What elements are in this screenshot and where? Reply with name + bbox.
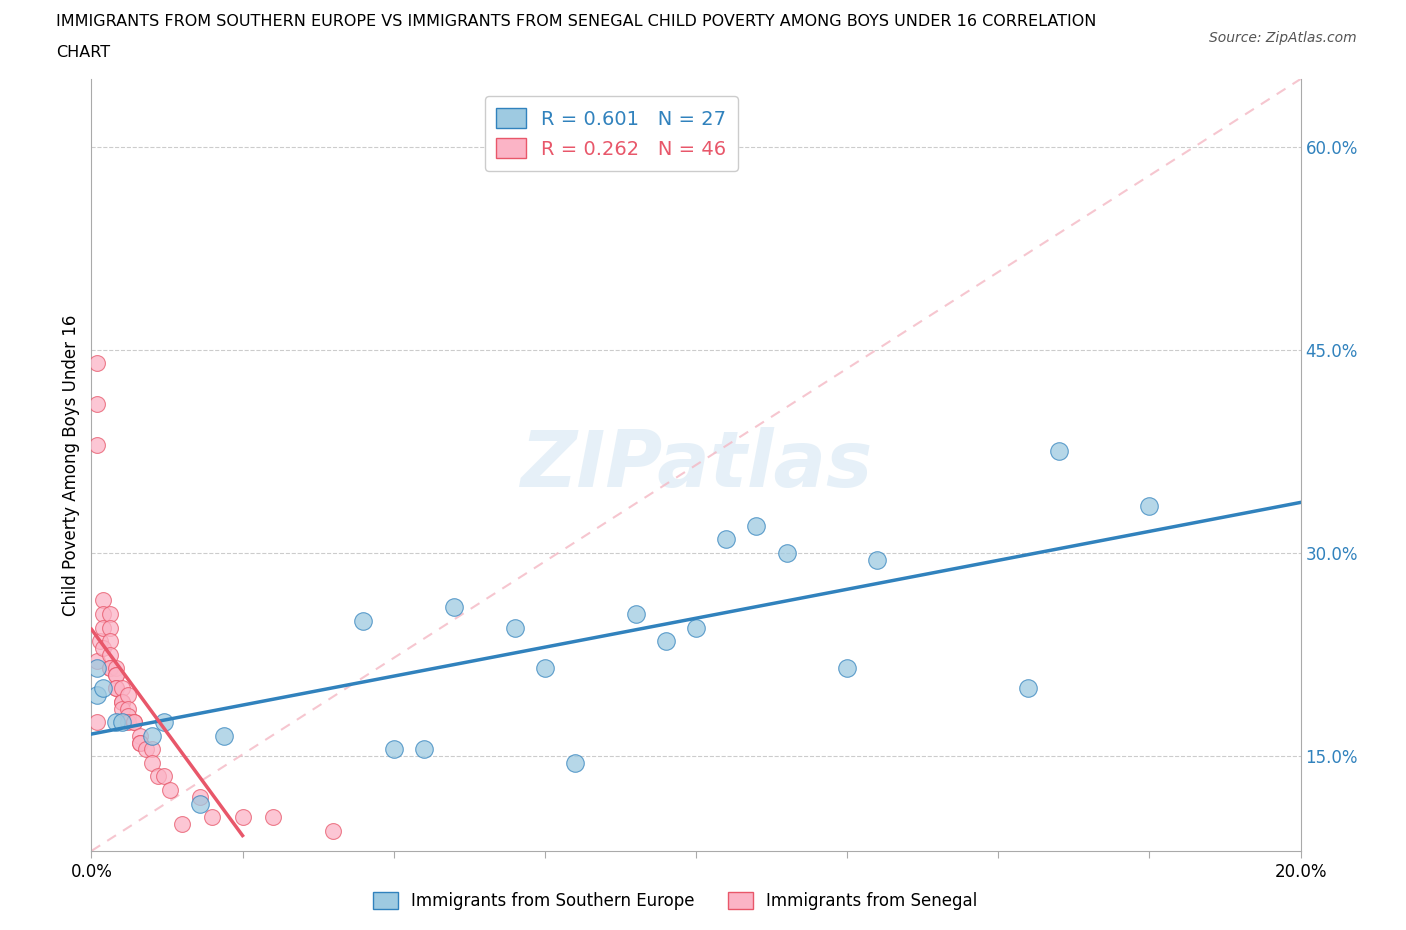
Point (685, 620, 707, 635)
Point (104, 681, 127, 696)
Point (1047, 444, 1070, 458)
Point (122, 715, 145, 730)
Point (1018, 681, 1040, 696)
Point (122, 715, 145, 730)
Legend: Immigrants from Southern Europe, Immigrants from Senegal: Immigrants from Southern Europe, Immigra… (366, 885, 984, 917)
Point (262, 810, 284, 825)
Text: ZIPatlas: ZIPatlas (520, 427, 872, 503)
Text: Source: ZipAtlas.com: Source: ZipAtlas.com (1209, 31, 1357, 45)
Point (86, 660, 108, 675)
Point (714, 532, 737, 547)
Point (98, 660, 121, 675)
Point (86, 356, 108, 371)
Point (141, 728, 163, 743)
Point (141, 755, 163, 770)
Point (413, 742, 436, 757)
Point (135, 742, 157, 757)
Point (322, 823, 344, 838)
Point (111, 695, 132, 710)
Point (624, 606, 647, 621)
Point (98, 606, 121, 621)
Point (443, 600, 465, 615)
Point (86, 654, 108, 669)
Point (111, 695, 132, 710)
Point (98, 620, 121, 635)
Point (93, 606, 115, 621)
Point (104, 715, 127, 730)
Point (98, 633, 121, 648)
Point (104, 681, 127, 696)
Point (1139, 498, 1161, 513)
Point (146, 769, 169, 784)
Point (188, 796, 211, 811)
Point (128, 736, 150, 751)
Point (117, 715, 139, 730)
Point (153, 769, 176, 784)
Point (104, 668, 127, 683)
Point (159, 782, 181, 797)
Point (117, 708, 139, 723)
Point (214, 728, 236, 743)
Point (98, 647, 121, 662)
Point (111, 715, 132, 730)
Text: CHART: CHART (56, 45, 110, 60)
Text: IMMIGRANTS FROM SOUTHERN EUROPE VS IMMIGRANTS FROM SENEGAL CHILD POVERTY AMONG B: IMMIGRANTS FROM SOUTHERN EUROPE VS IMMIG… (56, 14, 1097, 29)
Point (776, 546, 799, 561)
Point (128, 728, 150, 743)
Point (188, 790, 211, 804)
Point (382, 742, 405, 757)
Point (153, 715, 176, 730)
Point (141, 742, 163, 757)
Point (866, 552, 889, 567)
Point (104, 668, 127, 683)
Point (86, 715, 108, 730)
Point (98, 660, 121, 675)
Point (93, 620, 115, 635)
Y-axis label: Child Poverty Among Boys Under 16: Child Poverty Among Boys Under 16 (62, 314, 80, 616)
Point (533, 660, 555, 675)
Point (352, 613, 374, 628)
Point (128, 736, 150, 751)
Point (86, 688, 108, 703)
Point (201, 810, 224, 825)
Point (104, 660, 127, 675)
Point (564, 755, 586, 770)
Point (89, 633, 111, 648)
Point (117, 701, 139, 716)
Point (117, 688, 139, 703)
Point (86, 437, 108, 452)
Point (111, 701, 132, 716)
Point (503, 620, 526, 635)
Legend: R = 0.601   N = 27, R = 0.262   N = 46: R = 0.601 N = 27, R = 0.262 N = 46 (485, 97, 738, 170)
Point (745, 519, 768, 534)
Point (111, 681, 132, 696)
Point (654, 633, 676, 648)
Point (93, 641, 115, 656)
Point (172, 817, 194, 831)
Point (231, 810, 253, 825)
Point (835, 660, 858, 675)
Point (86, 396, 108, 411)
Point (93, 681, 115, 696)
Point (93, 593, 115, 608)
